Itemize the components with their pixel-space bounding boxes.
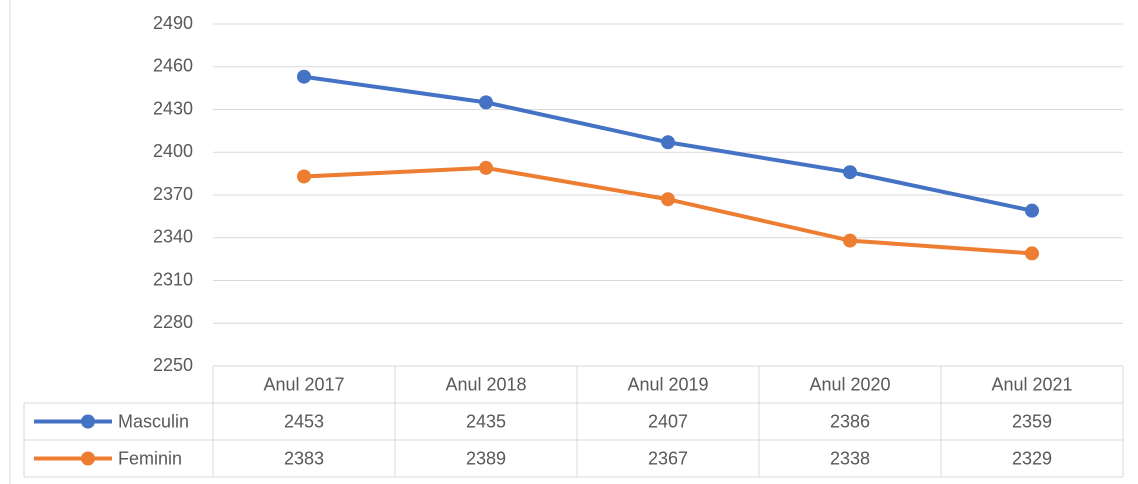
y-tick-label: 2310 — [153, 269, 193, 289]
table-value: 2359 — [1012, 411, 1052, 431]
table-value: 2407 — [648, 411, 688, 431]
table-value: 2435 — [466, 411, 506, 431]
x-tick-label: Anul 2018 — [445, 374, 526, 394]
table-value: 2389 — [466, 448, 506, 468]
legend-label: Masculin — [118, 411, 189, 431]
x-tick-label: Anul 2021 — [991, 374, 1072, 394]
marker — [479, 95, 493, 110]
y-tick-label: 2490 — [153, 13, 193, 33]
series-line — [303, 165, 1033, 256]
legend-marker — [81, 451, 95, 466]
y-tick-label: 2460 — [153, 56, 193, 76]
legend-marker — [81, 414, 95, 429]
x-tick-label: Anul 2020 — [809, 374, 890, 394]
marker — [1025, 203, 1039, 218]
table-value: 2383 — [284, 448, 324, 468]
x-tick-label: Anul 2017 — [263, 374, 344, 394]
table-value: 2338 — [830, 448, 870, 468]
marker — [297, 169, 311, 184]
x-tick-label: Anul 2019 — [627, 374, 708, 394]
table-value: 2329 — [1012, 448, 1052, 468]
table-value: 2386 — [830, 411, 870, 431]
y-tick-label: 2280 — [153, 312, 193, 332]
marker — [661, 192, 675, 207]
legend-label: Feminin — [118, 448, 182, 468]
y-tick-label: 2340 — [153, 227, 193, 247]
marker — [1025, 246, 1039, 261]
marker — [843, 233, 857, 248]
table-value: 2453 — [284, 411, 324, 431]
marker — [297, 69, 311, 84]
table-value: 2367 — [648, 448, 688, 468]
y-tick-label: 2250 — [153, 355, 193, 375]
y-tick-label: 2430 — [153, 98, 193, 118]
y-tick-label: 2370 — [153, 184, 193, 204]
marker — [479, 160, 493, 175]
marker — [843, 165, 857, 180]
y-tick-label: 2400 — [153, 141, 193, 161]
marker — [661, 135, 675, 150]
